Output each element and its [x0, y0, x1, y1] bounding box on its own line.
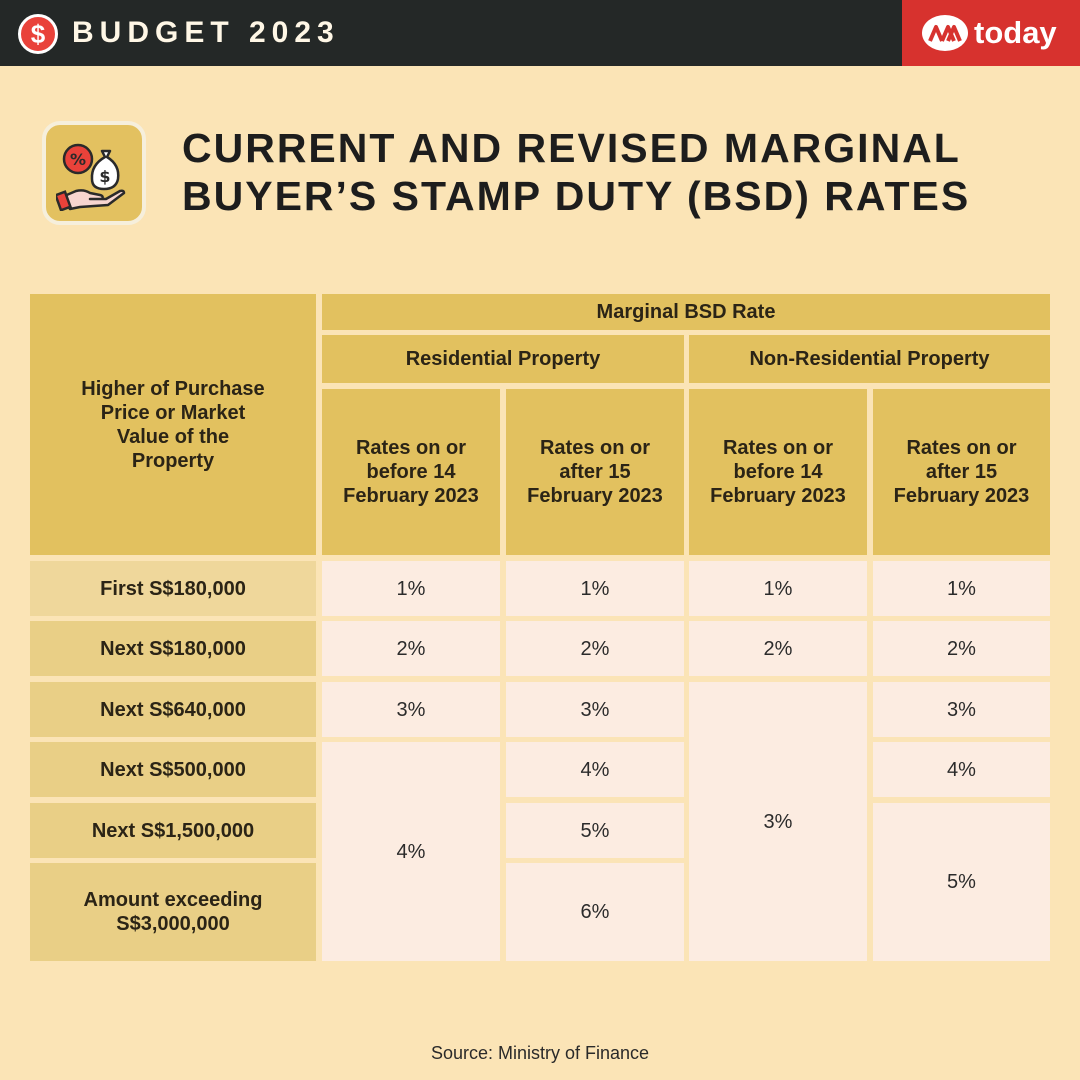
res-before-row-1: 1% — [322, 561, 500, 616]
top-bar: $ BUDGET 2023 today — [0, 0, 1080, 66]
header-res-before-text: Rates on or before 14 February 2023 — [343, 437, 479, 507]
row-label-6: Amount exceeding S$3,000,000 — [30, 863, 316, 961]
res-after-row-4: 4% — [506, 742, 684, 797]
nonres-before-row-3-6: 3% — [689, 682, 867, 961]
nonres-before-row-1: 1% — [689, 561, 867, 616]
res-after-row-5: 5% — [506, 803, 684, 858]
today-logo-icon — [922, 15, 968, 51]
dollar-icon: $ — [18, 14, 58, 54]
group-header-marginal-bsd: Marginal BSD Rate — [322, 294, 1050, 330]
header-res-after-text: Rates on or after 15 February 2023 — [527, 437, 663, 507]
res-after-row-2: 2% — [506, 621, 684, 676]
header-nonres-before-text: Rates on or before 14 February 2023 — [710, 437, 846, 507]
brand-box[interactable]: today — [902, 0, 1080, 66]
row-header-title-text: Higher of Purchase Price or Market Value… — [81, 377, 265, 472]
res-after-row-6: 6% — [506, 863, 684, 961]
page-title: CURRENT AND REVISED MARGINAL BUYER’S STA… — [182, 124, 1062, 220]
res-before-row-3: 3% — [322, 682, 500, 737]
header-nonres-after-text: Rates on or after 15 February 2023 — [893, 437, 1030, 507]
row-label-5: Next S$1,500,000 — [30, 803, 316, 858]
nonres-before-row-2: 2% — [689, 621, 867, 676]
header-res-after: Rates on or after 15 February 2023 — [506, 389, 684, 555]
nonres-after-row-1: 1% — [873, 561, 1050, 616]
svg-text:%: % — [70, 150, 86, 169]
nonres-after-row-3: 3% — [873, 682, 1050, 737]
page-title-line-2: BUYER’S STAMP DUTY (BSD) RATES — [182, 173, 971, 219]
row-label-2: Next S$180,000 — [30, 621, 316, 676]
row-header-title: Higher of Purchase Price or Market Value… — [30, 294, 316, 555]
nonres-after-row-5-6: 5% — [873, 803, 1050, 961]
row-label-4: Next S$500,000 — [30, 742, 316, 797]
res-before-row-4-6: 4% — [322, 742, 500, 961]
res-before-row-2: 2% — [322, 621, 500, 676]
res-after-row-3: 3% — [506, 682, 684, 737]
budget-title: BUDGET 2023 — [72, 16, 340, 49]
header-nonres-after: Rates on or after 15 February 2023 — [873, 389, 1050, 555]
row-label-1: First S$180,000 — [30, 561, 316, 616]
nonres-after-row-4: 4% — [873, 742, 1050, 797]
header-non-residential: Non-Residential Property — [689, 335, 1050, 383]
nonres-after-row-2: 2% — [873, 621, 1050, 676]
money-bag-percent-hand-icon: % $ — [42, 121, 146, 225]
svg-text:$: $ — [99, 167, 110, 186]
header-residential: Residential Property — [322, 335, 684, 383]
res-after-row-1: 1% — [506, 561, 684, 616]
header-res-before: Rates on or before 14 February 2023 — [322, 389, 500, 555]
brand-name: today — [974, 15, 1057, 50]
source-note: Source: Ministry of Finance — [430, 1043, 650, 1063]
row-label-6-text: Amount exceeding S$3,000,000 — [83, 889, 263, 935]
page-title-line-1: CURRENT AND REVISED MARGINAL — [182, 125, 961, 171]
header-nonres-before: Rates on or before 14 February 2023 — [689, 389, 867, 555]
row-label-3: Next S$640,000 — [30, 682, 316, 737]
